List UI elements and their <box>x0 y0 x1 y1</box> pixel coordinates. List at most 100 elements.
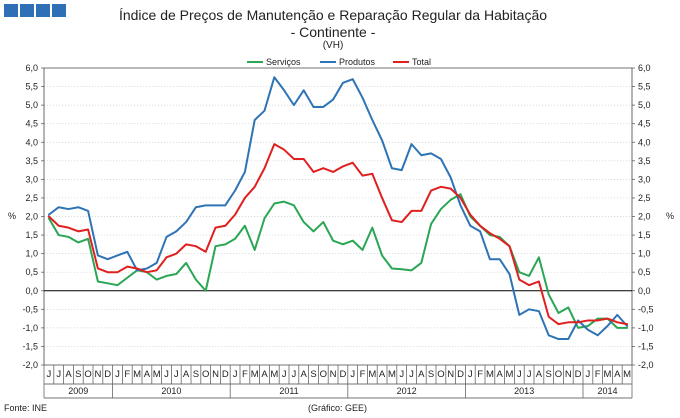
y-tick-label-left: 3,0 <box>25 174 38 184</box>
unit-label: (VH) <box>323 40 344 51</box>
month-label: A <box>183 369 190 380</box>
month-label: D <box>339 369 346 380</box>
month-label: M <box>153 369 161 380</box>
month-label: J <box>468 369 473 380</box>
month-label: J <box>233 369 238 380</box>
y-tick-label-left: 5,0 <box>25 100 38 110</box>
y-tick-label-left: 1,5 <box>25 230 38 240</box>
month-label: N <box>565 369 572 380</box>
legend-label-produtos: Produtos <box>339 57 376 67</box>
logo-blocks <box>4 4 66 17</box>
month-label: O <box>84 369 91 380</box>
month-label: F <box>477 369 483 380</box>
month-label: O <box>320 369 327 380</box>
y-tick-label-left: -1,5 <box>22 341 38 351</box>
month-label: A <box>144 369 151 380</box>
legend-label-servicos: Serviços <box>266 57 301 67</box>
month-label: M <box>251 369 259 380</box>
month-label: A <box>497 369 504 380</box>
y-tick-label-right: -0,5 <box>638 304 654 314</box>
y-tick-label-left: -0,5 <box>22 304 38 314</box>
y-tick-label-right: 2,0 <box>638 212 651 222</box>
month-label: M <box>133 369 141 380</box>
month-label: N <box>330 369 337 380</box>
logo-block <box>4 4 18 17</box>
month-label: S <box>75 369 81 380</box>
month-label: F <box>595 369 601 380</box>
month-label: J <box>517 369 522 380</box>
y-tick-label-right: -2,0 <box>638 360 654 370</box>
year-label: 2011 <box>279 386 298 396</box>
month-label: N <box>94 369 101 380</box>
y-tick-label-right: -1,0 <box>638 323 654 333</box>
y-tick-label-right: 5,5 <box>638 82 651 92</box>
month-label: D <box>104 369 111 380</box>
month-label: M <box>270 369 278 380</box>
y-ticks: 6,0 6,0 5,5 5,5 5,0 5,0 4,5 4,5 4,0 4,0 3,5 3,5 3,0 3… <box>22 63 653 370</box>
month-label: N <box>212 369 219 380</box>
logo-block <box>36 4 50 17</box>
y-tick-label-right: 3,5 <box>638 156 651 166</box>
logo-block <box>52 4 66 17</box>
month-label: J <box>115 369 120 380</box>
month-label: F <box>124 369 130 380</box>
month-label: A <box>301 369 308 380</box>
month-label: O <box>202 369 209 380</box>
month-label: J <box>292 369 297 380</box>
y-tick-label-left: 3,5 <box>25 156 38 166</box>
month-label: J <box>399 369 404 380</box>
y-tick-label-right: 0,0 <box>638 286 651 296</box>
y-tick-label-left: 0,5 <box>25 267 38 277</box>
month-label: A <box>418 369 425 380</box>
month-label: D <box>222 369 229 380</box>
series-line-produtos <box>47 76 629 341</box>
month-label: S <box>193 369 199 380</box>
month-label: N <box>447 369 454 380</box>
month-label: M <box>604 369 612 380</box>
y-tick-label-left: 2,5 <box>25 193 38 203</box>
month-label: F <box>242 369 248 380</box>
month-label: J <box>164 369 169 380</box>
legend-label-total: Total <box>412 57 431 67</box>
year-label: 2014 <box>597 386 617 396</box>
month-label: J <box>56 369 61 380</box>
month-label: A <box>261 369 268 380</box>
y-tick-label-left: -1,0 <box>22 323 38 333</box>
month-label: D <box>457 369 464 380</box>
y-tick-label-left: 1,0 <box>25 249 38 259</box>
y-tick-label-right: 5,0 <box>638 100 651 110</box>
y-tick-label-left: 0,0 <box>25 286 38 296</box>
y-tick-label-right: 0,5 <box>638 267 651 277</box>
logo-block <box>20 4 34 17</box>
month-label: S <box>310 369 316 380</box>
month-label: J <box>282 369 287 380</box>
y-axis-label-left: % <box>8 211 16 221</box>
grid <box>44 86 632 347</box>
y-axis-label-right: % <box>666 211 674 221</box>
y-tick-label-left: 2,0 <box>25 212 38 222</box>
month-label: F <box>360 369 366 380</box>
month-label: A <box>65 369 72 380</box>
y-tick-label-left: 4,5 <box>25 119 38 129</box>
month-label: S <box>546 369 552 380</box>
y-tick-label-left: 5,5 <box>25 82 38 92</box>
month-label: M <box>623 369 631 380</box>
month-label: A <box>614 369 621 380</box>
y-tick-label-left: 4,0 <box>25 137 38 147</box>
y-tick-label-right: 2,5 <box>638 193 651 203</box>
year-label: 2013 <box>514 386 534 396</box>
month-label: M <box>486 369 494 380</box>
series-line-total <box>47 143 629 326</box>
y-tick-label-right: 4,0 <box>638 137 651 147</box>
month-label: D <box>575 369 582 380</box>
month-label: J <box>350 369 355 380</box>
credit-note: (Gráfico: GEE) <box>308 403 367 413</box>
source-note: Fonte: INE <box>4 403 47 413</box>
month-label: M <box>388 369 396 380</box>
month-label: J <box>409 369 414 380</box>
month-label: J <box>586 369 591 380</box>
year-label: 2012 <box>397 386 417 396</box>
series <box>47 76 629 341</box>
